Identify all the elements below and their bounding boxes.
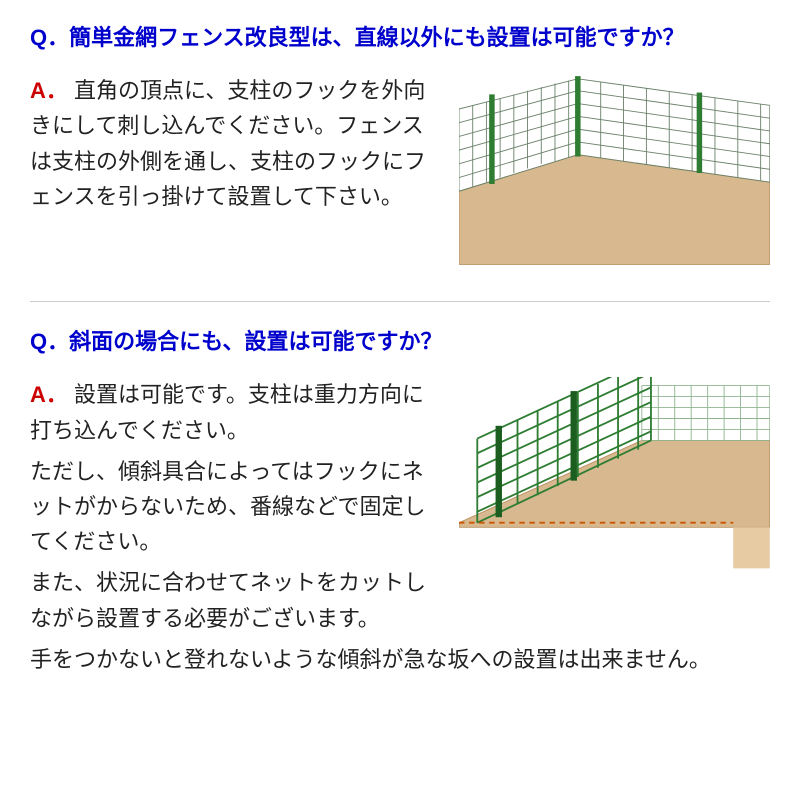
followup-2c: 手をつかないと登れないような傾斜が急な坂への設置は出来ません。 [30,642,770,677]
qa-block-1: Q．簡単金網フェンス改良型は、直線以外にも設置は可能ですか？ A． 直角の頂点に… [30,20,770,273]
question-1: Q．簡単金網フェンス改良型は、直線以外にも設置は可能ですか？ [30,20,770,55]
answer-1-text: A． 直角の頂点に、支柱のフックを外向きにして刺し込んでください。フェンスは支柱… [30,73,441,214]
q-label: Q． [30,25,69,50]
diagram-slope-fence [459,377,770,577]
question-2: Q．斜面の場合にも、設置は可能ですか？ [30,324,770,359]
qa-row-2: A． 設置は可能です。支柱は重力方向に打ち込んでください。 ただし、傾斜具合によ… [30,377,770,635]
q-text: 簡単金網フェンス改良型は、直線以外にも設置は可能ですか？ [69,25,685,50]
a-body: 設置は可能です。支柱は重力方向に打ち込んでください。 [30,382,424,442]
followup-2b: また、状況に合わせてネットをカットしながら設置する必要がございます。 [30,565,441,635]
q-text: 斜面の場合にも、設置は可能ですか？ [69,329,442,354]
divider [30,301,770,302]
qa-row-1: A． 直角の頂点に、支柱のフックを外向きにして刺し込んでください。フェンスは支柱… [30,73,770,273]
a-label: A． [30,78,68,103]
answer-2-text: A． 設置は可能です。支柱は重力方向に打ち込んでください。 ただし、傾斜具合によ… [30,377,441,635]
diagram-corner-fence [459,73,770,273]
a-body: 直角の頂点に、支柱のフックを外向きにして刺し込んでください。フェンスは支柱の外側… [30,78,426,209]
qa-block-2: Q．斜面の場合にも、設置は可能ですか？ A． 設置は可能です。支柱は重力方向に打… [30,324,770,677]
followup-2a: ただし、傾斜具合によってはフックにネットがからないため、番線などで固定してくださ… [30,454,441,560]
a-label: A． [30,382,68,407]
q-label: Q． [30,329,69,354]
